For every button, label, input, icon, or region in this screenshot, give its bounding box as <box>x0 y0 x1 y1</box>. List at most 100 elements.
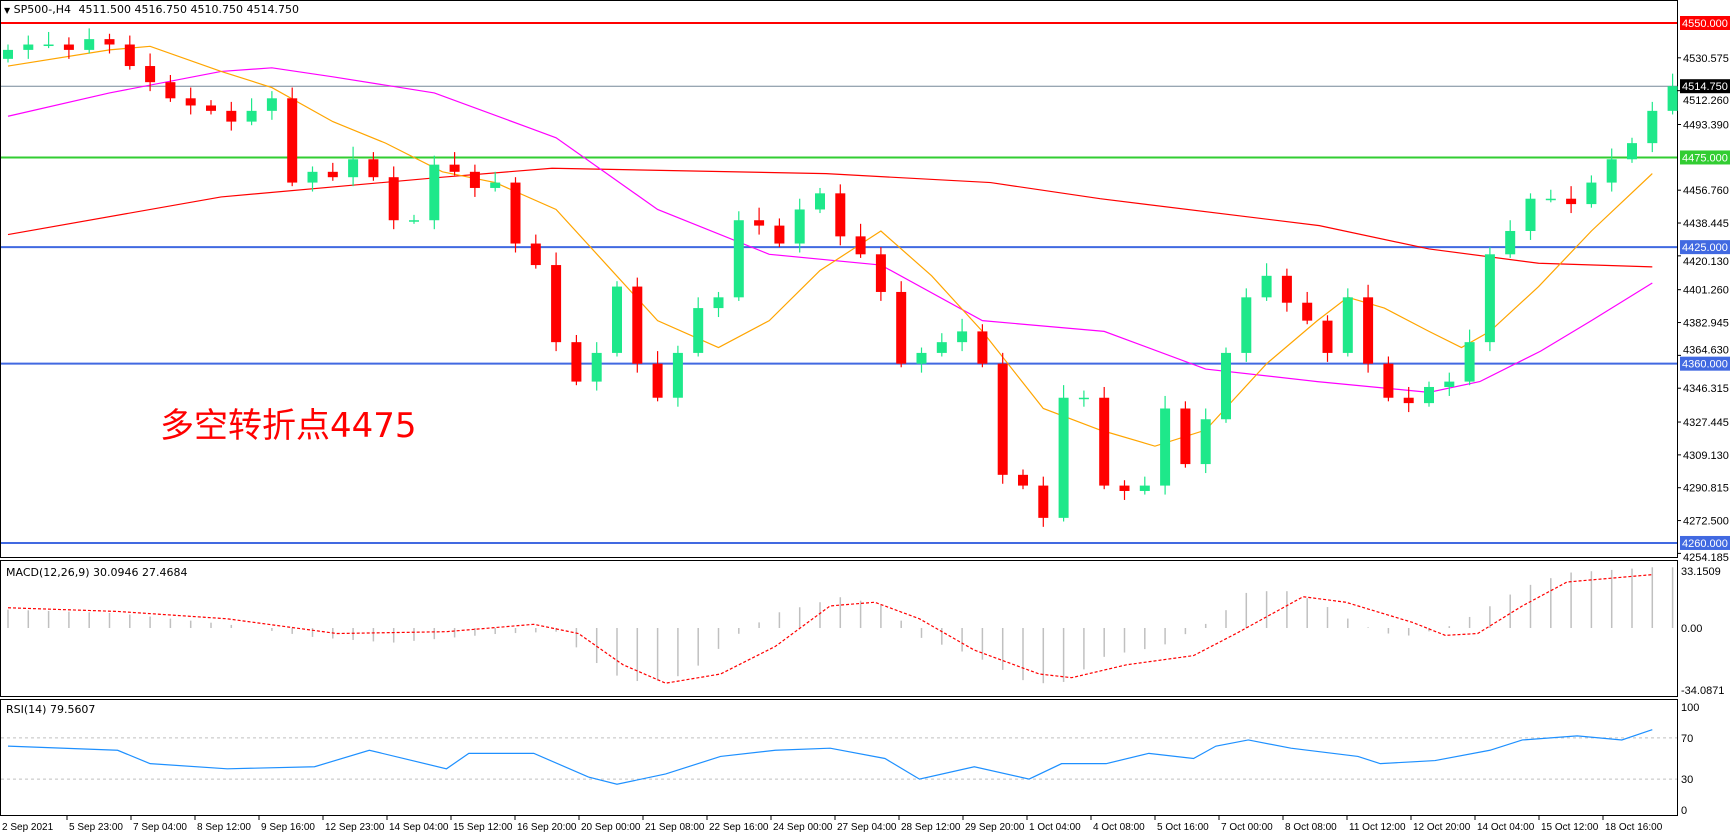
candle-body <box>652 363 663 398</box>
candle-body <box>1261 275 1272 298</box>
candle-body <box>977 331 988 364</box>
price-tick-label: 4512.260 <box>1683 95 1729 107</box>
price-tick-label: 4272.500 <box>1683 516 1729 528</box>
candle-body <box>957 331 968 343</box>
candle-body <box>1139 485 1150 491</box>
candle-body <box>1484 254 1495 343</box>
symbol-header: ▼ SP500-,H4 4511.500 4516.750 4510.750 4… <box>4 3 299 16</box>
price-tick-label: 4346.315 <box>1683 383 1729 395</box>
annotation-text: 多空转折点4475 <box>160 406 417 446</box>
collapse-triangle-icon[interactable]: ▼ <box>4 6 11 15</box>
level-price-badge <box>1680 240 1730 255</box>
candle-body <box>165 82 176 99</box>
price-panel-frame <box>0 0 1678 558</box>
time-tick-label: 1 Oct 04:00 <box>1029 822 1081 833</box>
candle-body <box>1078 397 1089 400</box>
time-tick-label: 5 Sep 23:00 <box>69 822 123 833</box>
candle-body <box>530 243 541 266</box>
candle-body <box>632 286 643 364</box>
candle-body <box>1342 297 1353 353</box>
candle-body <box>754 220 765 226</box>
candle-body <box>1099 397 1110 486</box>
candle-body <box>997 363 1008 475</box>
axes: 4530.575 4512.260 4493.390 4456.760 4438.445… <box>2 16 1730 833</box>
level-price-label: 4514.750 <box>1682 81 1728 93</box>
candle-body <box>1302 302 1313 321</box>
candle-body <box>1119 485 1130 491</box>
level-price-label: 4475.000 <box>1682 152 1728 164</box>
candle-body <box>510 182 521 244</box>
candle-body <box>1424 386 1434 404</box>
macd-tick-label: -34.0871 <box>1681 685 1724 697</box>
time-tick-label: 14 Oct 04:00 <box>1477 822 1535 833</box>
time-tick-label: 8 Oct 08:00 <box>1285 822 1337 833</box>
candle-body <box>733 220 744 298</box>
candle-body <box>1058 397 1069 518</box>
candle-body <box>368 159 379 178</box>
rsi-tick-label: 30 <box>1681 774 1693 786</box>
time-tick-label: 29 Sep 20:00 <box>965 822 1025 833</box>
time-tick-label: 7 Sep 04:00 <box>133 822 187 833</box>
time-tick-label: 7 Oct 00:00 <box>1221 822 1273 833</box>
candle-body <box>936 342 947 353</box>
price-tick-label: 4364.630 <box>1683 345 1729 357</box>
time-tick-label: 18 Oct 16:00 <box>1605 822 1663 833</box>
level-price-badge <box>1680 150 1730 165</box>
candle-body <box>1545 198 1556 201</box>
candle-body <box>409 220 419 222</box>
candle-body <box>855 236 866 255</box>
candle-body <box>348 159 359 178</box>
rsi-tick-label: 0 <box>1681 805 1687 817</box>
candle-body <box>774 225 785 244</box>
candle-body <box>1322 320 1333 353</box>
candle-body <box>1505 230 1516 255</box>
price-tick-label: 4254.185 <box>1683 552 1729 564</box>
level-price-label: 4550.000 <box>1682 18 1728 30</box>
time-tick-label: 16 Sep 20:00 <box>517 822 577 833</box>
candle-body <box>1606 159 1617 183</box>
price-tick-label: 4290.815 <box>1683 483 1729 495</box>
time-tick-label: 15 Oct 12:00 <box>1541 822 1599 833</box>
candle-body <box>1627 143 1637 160</box>
candle-body <box>551 265 562 343</box>
candle-body <box>124 44 135 67</box>
level-price-label: 4260.000 <box>1682 538 1728 550</box>
candle-body <box>591 352 602 382</box>
candle-body <box>327 171 338 178</box>
candle-body <box>1281 275 1292 303</box>
macd-tick-label: 33.1509 <box>1681 566 1721 578</box>
candle-body <box>246 110 257 122</box>
candle-body <box>1363 297 1374 364</box>
candle-body <box>23 44 34 50</box>
candle-body <box>1444 381 1455 387</box>
rsi-tick-label: 100 <box>1681 702 1699 714</box>
candle-body <box>1038 485 1049 518</box>
candle-body <box>43 44 54 47</box>
candle-body <box>429 164 440 221</box>
price-tick-label: 4530.575 <box>1683 53 1729 65</box>
candle-body <box>63 44 74 50</box>
price-tick-label: 4401.260 <box>1683 285 1729 297</box>
candle-body <box>815 193 825 210</box>
time-tick-label: 20 Sep 00:00 <box>581 822 641 833</box>
candle-body <box>794 209 805 244</box>
candle-body <box>1200 419 1211 465</box>
macd-label: MACD(12,26,9) 30.0946 27.4684 <box>6 566 188 579</box>
price-panel[interactable] <box>0 0 1678 558</box>
rsi-panel[interactable] <box>0 699 1678 816</box>
price-tick-label: 4382.945 <box>1683 318 1729 330</box>
candle-body <box>1525 198 1536 231</box>
candle-body <box>1018 474 1028 486</box>
ma-fast-line <box>7 45 1653 447</box>
time-tick-label: 5 Oct 16:00 <box>1157 822 1209 833</box>
macd-tick-label: 0.00 <box>1681 623 1702 635</box>
level-price-label: 4425.000 <box>1682 242 1728 254</box>
candle-body <box>1647 110 1658 144</box>
candle-body <box>449 164 460 172</box>
macd-panel[interactable] <box>0 560 1678 697</box>
time-tick-label: 15 Sep 12:00 <box>453 822 513 833</box>
time-tick-label: 27 Sep 04:00 <box>837 822 897 833</box>
price-tick-label: 4493.390 <box>1683 120 1729 132</box>
candle-body <box>1586 182 1597 205</box>
